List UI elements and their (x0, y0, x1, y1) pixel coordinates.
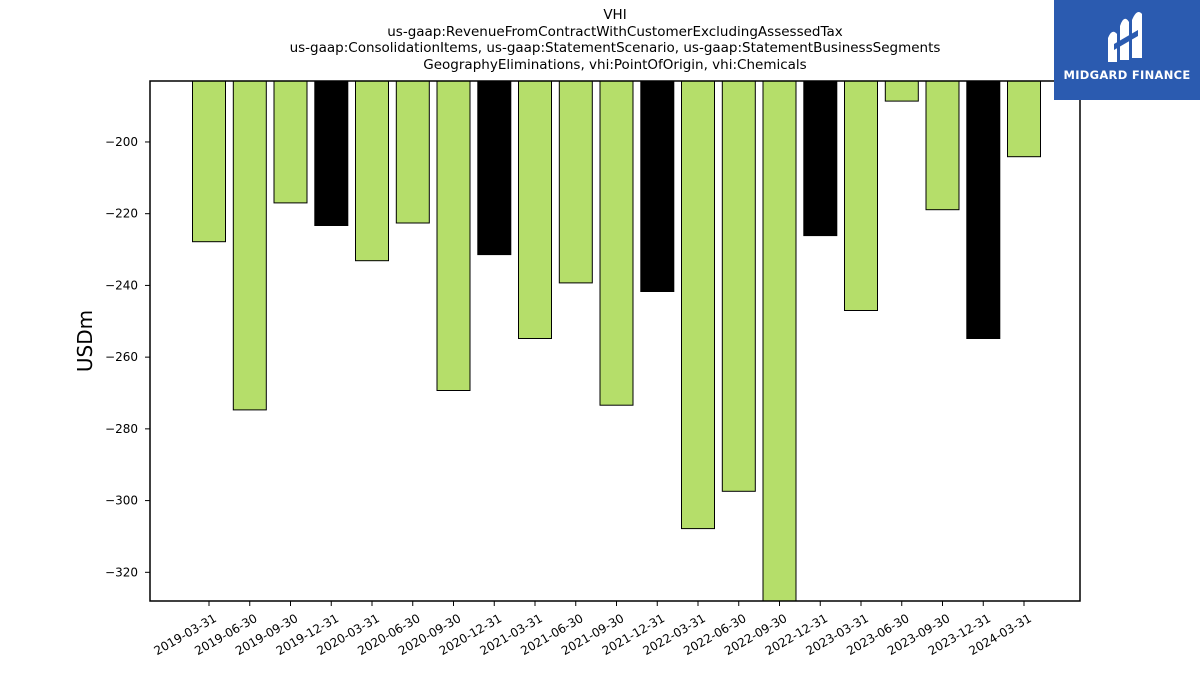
bar-2019-09-30 (273, 80, 308, 204)
bar-2024-03-31 (1007, 80, 1041, 158)
bar-2020-03-31 (355, 80, 389, 262)
y-tick-label: −240 (105, 278, 138, 292)
chart-title-line: us-gaap:ConsolidationItems, us-gaap:Stat… (289, 40, 941, 57)
midgard-logo-icon (1108, 12, 1142, 62)
y-tick-label: −320 (105, 565, 138, 579)
bar-2021-09-30 (599, 80, 634, 406)
bar-2023-03-31 (844, 80, 878, 311)
bar-2022-03-31 (681, 80, 715, 530)
bar-2020-09-30 (436, 80, 471, 391)
bar-2019-12-31 (314, 80, 349, 226)
y-tick-label: −200 (105, 135, 138, 149)
y-tick-label: −280 (105, 422, 138, 436)
chart-title: VHI us-gaap:RevenueFromContractWithCusto… (215, 7, 1015, 73)
bar-2022-09-30 (762, 80, 797, 602)
bars-group (192, 80, 1041, 602)
y-tick-label: −220 (105, 207, 138, 221)
bar-2021-12-31 (640, 80, 675, 292)
bar-2019-06-30 (232, 80, 267, 411)
chart-title-line: us-gaap:RevenueFromContractWithCustomerE… (387, 23, 843, 40)
bar-2020-06-30 (395, 80, 430, 224)
bar-2019-03-31 (192, 80, 226, 243)
bar-2022-12-31 (803, 80, 838, 237)
x-axis: 2019-03-312019-06-302019-09-302019-12-31… (151, 601, 1034, 658)
y-tick-label: −300 (105, 494, 138, 508)
midgard-finance-logo: MIDGARD FINANCE (1054, 0, 1200, 100)
bar-2023-06-30 (884, 80, 919, 102)
bar-2023-09-30 (925, 80, 960, 211)
logo-text: MIDGARD FINANCE (1063, 68, 1191, 82)
chart-title-line: VHI (603, 7, 627, 23)
bar-2022-06-30 (721, 80, 756, 492)
y-axis-label: USDm (73, 310, 97, 372)
bar-2023-12-31 (966, 80, 1001, 339)
y-tick-label: −260 (105, 350, 138, 364)
bar-2021-06-30 (558, 80, 593, 284)
bar-2020-12-31 (477, 80, 512, 256)
bar-2021-03-31 (518, 80, 552, 339)
y-axis: −200 −220 −240 −260 −280 −300 −320 (105, 135, 150, 579)
plot-frame (149, 80, 1081, 602)
chart-title-line: GeographyEliminations, vhi:PointOfOrigin… (423, 56, 807, 73)
